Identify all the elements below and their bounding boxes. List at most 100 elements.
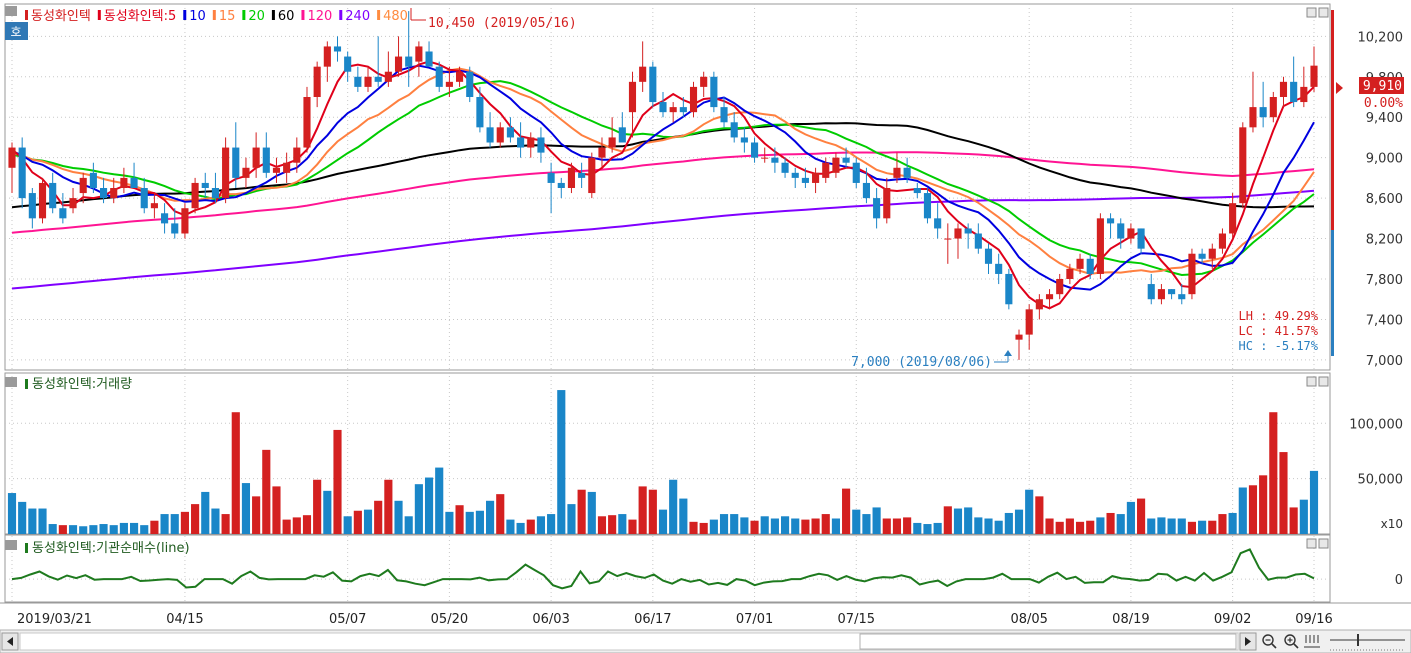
candle-body xyxy=(1025,309,1033,335)
volume-bar xyxy=(292,517,301,534)
volume-bar xyxy=(648,489,657,534)
x-tick-label: 09/16 xyxy=(1295,612,1332,627)
candle-body xyxy=(211,188,219,199)
volume-bar xyxy=(129,522,139,534)
candle-body xyxy=(740,137,748,143)
candle-body xyxy=(8,147,16,168)
candle-body xyxy=(659,102,667,113)
candle-body xyxy=(1290,81,1298,103)
volume-bar xyxy=(628,519,637,534)
panel-menu-icon[interactable] xyxy=(5,6,17,16)
candle-body xyxy=(242,167,250,178)
institution-minimize-button[interactable] xyxy=(1306,538,1317,549)
volume-bar xyxy=(1065,518,1074,534)
volume-bar xyxy=(241,483,251,534)
volume-bar xyxy=(1096,517,1105,534)
volume-bar xyxy=(1035,496,1044,534)
candle-body xyxy=(954,228,962,239)
candle-body xyxy=(801,177,809,183)
price-minimize-button[interactable] xyxy=(1306,7,1317,18)
candle-body xyxy=(28,193,36,219)
volume-bar xyxy=(1137,498,1146,534)
candle-body xyxy=(913,188,921,194)
legend-swatch xyxy=(25,10,28,20)
candle-body xyxy=(496,127,504,143)
volume-bar xyxy=(160,514,169,534)
volume-bar xyxy=(903,517,912,534)
institution-close-button[interactable] xyxy=(1318,538,1329,549)
bar-spacing-icon[interactable] xyxy=(1304,635,1320,648)
volume-menu-icon[interactable] xyxy=(5,377,17,387)
legend-swatch xyxy=(271,10,275,20)
volume-bar xyxy=(48,524,57,534)
candle-body xyxy=(394,56,403,72)
volume-bar xyxy=(424,477,434,534)
candle-body xyxy=(313,66,321,97)
volume-bar xyxy=(170,514,179,534)
volume-bar xyxy=(831,518,840,534)
volume-bar xyxy=(343,516,352,534)
volume-bar xyxy=(994,520,1003,534)
candle-body xyxy=(1035,299,1043,310)
x-tick-label: 06/03 xyxy=(532,612,569,627)
candle-body xyxy=(618,127,626,143)
volume-bar xyxy=(821,514,830,534)
volume-bar xyxy=(109,525,118,534)
volume-bar xyxy=(180,511,189,534)
panel-frame xyxy=(4,372,1331,535)
institution-menu-icon[interactable] xyxy=(5,540,17,550)
panel-frame xyxy=(4,534,1331,603)
x-tick-label: 09/02 xyxy=(1214,612,1251,627)
candle-body xyxy=(1157,289,1165,300)
candle-body xyxy=(689,86,698,113)
volume-bar xyxy=(1126,501,1135,534)
volume-close-button[interactable] xyxy=(1318,376,1329,387)
volume-bar xyxy=(18,501,27,534)
volume-bar xyxy=(1025,489,1034,534)
volume-bar xyxy=(7,493,17,534)
legend-swatch xyxy=(301,10,305,20)
candle-body xyxy=(598,147,606,158)
scroll-thumb[interactable] xyxy=(859,633,1237,650)
volume-bar xyxy=(119,522,128,534)
volume-bar xyxy=(516,522,525,534)
volume-bar xyxy=(374,500,383,534)
volume-bar xyxy=(740,517,749,534)
volume-bar xyxy=(974,517,983,534)
candle-body xyxy=(537,137,545,153)
price-close-button[interactable] xyxy=(1318,7,1329,18)
candle-body xyxy=(1127,228,1135,239)
x-tick-label: 05/20 xyxy=(431,612,468,627)
volume-bar xyxy=(1309,470,1319,534)
volume-bar xyxy=(791,518,800,534)
candle-body xyxy=(649,66,657,103)
right-bar-red xyxy=(1331,10,1334,230)
volume-bar xyxy=(1147,518,1156,534)
price-tick-label: 7,000 xyxy=(1366,354,1403,369)
side-badge[interactable] xyxy=(5,22,28,40)
volume-bar xyxy=(862,514,871,534)
price-tick-label: 8,200 xyxy=(1366,233,1403,248)
volume-bar xyxy=(679,498,688,534)
candle-body xyxy=(425,51,433,67)
candle-body xyxy=(456,71,464,82)
current-price-box xyxy=(1359,77,1404,94)
volume-bar xyxy=(79,526,88,534)
volume-bar xyxy=(953,508,963,534)
volume-minimize-button[interactable] xyxy=(1306,376,1317,387)
candle-body xyxy=(1107,218,1115,224)
volume-bar xyxy=(1055,521,1064,534)
zoom-slider[interactable] xyxy=(1330,634,1405,651)
volume-bar xyxy=(882,518,891,534)
zoom-out-icon[interactable] xyxy=(1262,634,1277,649)
candle-body xyxy=(862,182,870,199)
candle-body xyxy=(639,66,647,82)
candle-body xyxy=(344,56,352,72)
candle-body xyxy=(252,147,260,168)
candle-body xyxy=(1188,253,1196,295)
candle-body xyxy=(873,198,881,219)
stat-lh: LH : 49.29% xyxy=(1239,309,1319,323)
zoom-in-icon[interactable] xyxy=(1284,634,1299,649)
legend-swatch xyxy=(97,10,101,20)
